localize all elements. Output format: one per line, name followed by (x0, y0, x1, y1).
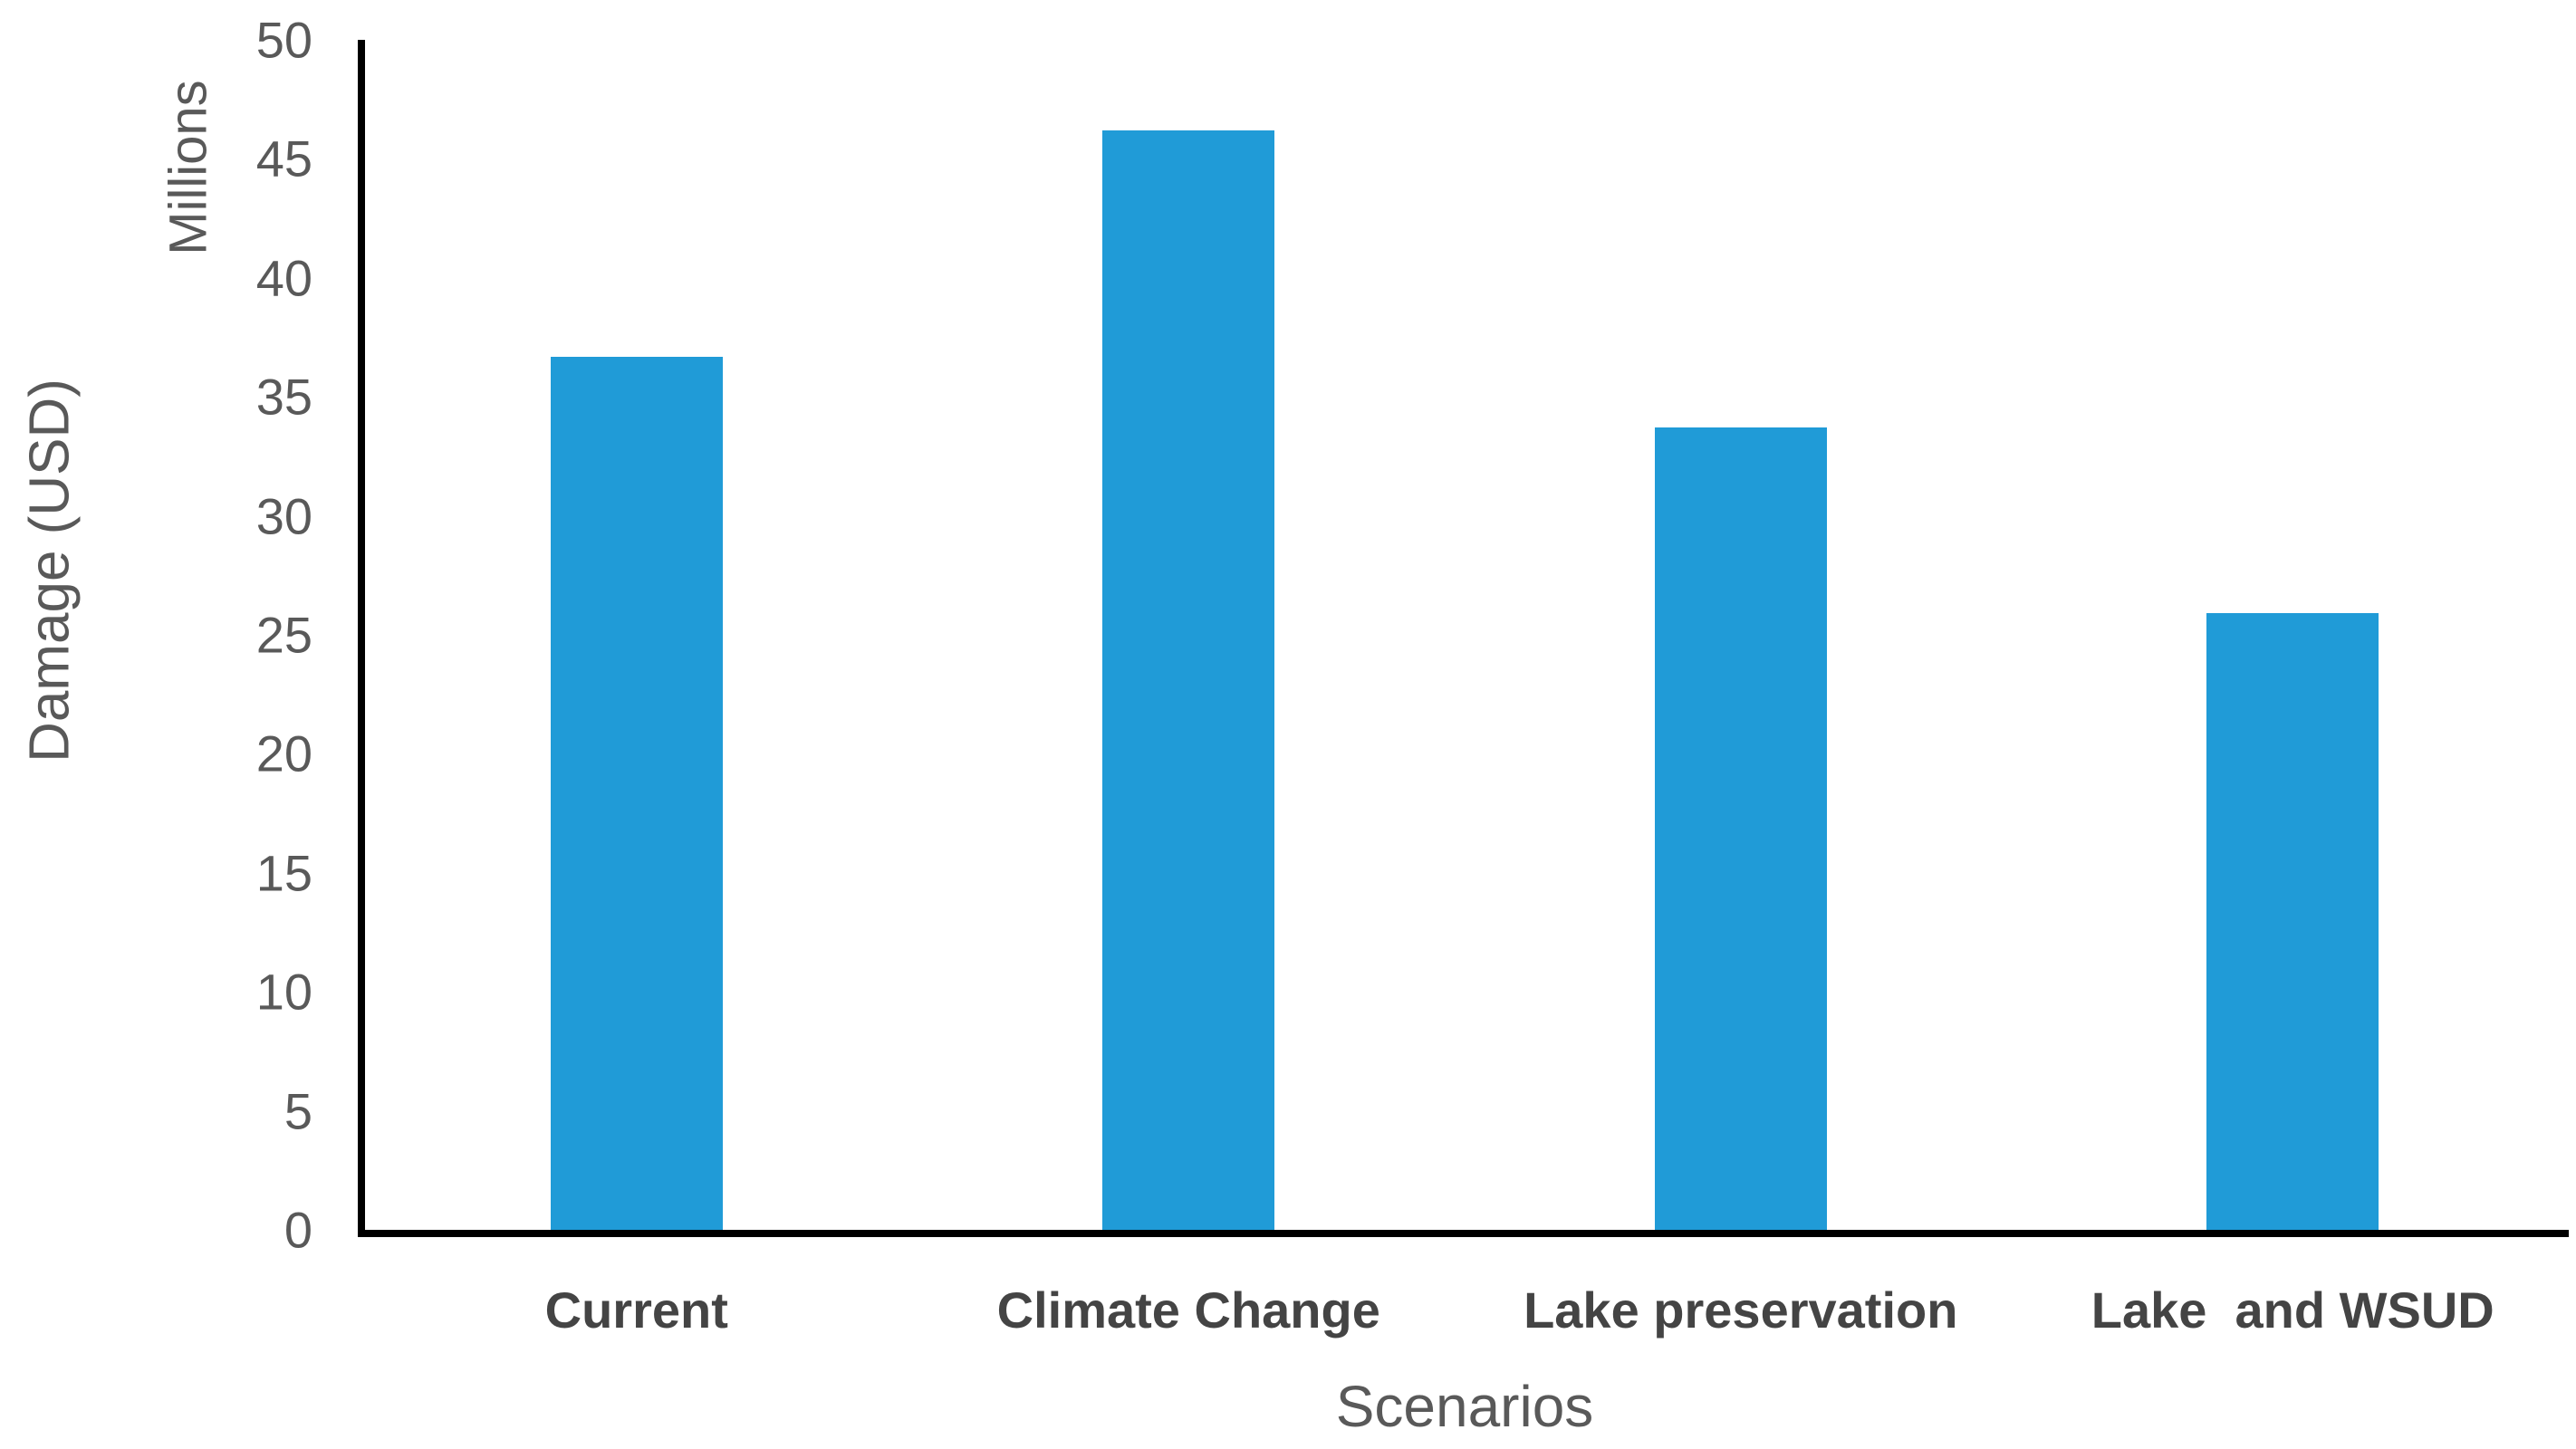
y-tick-label: 5 (284, 1082, 312, 1140)
y-tick-label: 30 (255, 487, 312, 545)
bar-current (550, 356, 723, 1230)
y-tick-label: 35 (255, 368, 312, 426)
y-tick-label: 15 (255, 844, 312, 902)
y-tick-label: 10 (255, 963, 312, 1021)
y-axis-tick-labels: 0 5 10 15 20 25 30 35 40 45 50 (0, 12, 340, 1259)
x-axis-category-labels: Current Climate Change Lake preservation La… (360, 1281, 2569, 1353)
x-axis-title: Scenarios (1335, 1374, 1594, 1439)
y-tick-label: 25 (255, 606, 312, 664)
y-tick-label: 45 (255, 130, 312, 187)
y-tick-label: 20 (255, 724, 312, 782)
bar-lake-preservation (1654, 427, 1827, 1230)
category-label: Current (544, 1281, 728, 1339)
y-tick-label: 40 (255, 249, 312, 307)
y-axis-line (358, 40, 365, 1237)
bar-climate-change (1102, 130, 1275, 1230)
x-axis-line (358, 1230, 2569, 1237)
plot-area (360, 40, 2569, 1230)
category-label: Climate Change (996, 1281, 1380, 1339)
y-tick-label: 50 (255, 11, 312, 69)
y-tick-label: 0 (284, 1201, 312, 1259)
category-label: Lake and WSUD (2091, 1281, 2494, 1339)
category-label: Lake preservation (1523, 1281, 1958, 1339)
bar-lake-and-wsud (2206, 613, 2379, 1230)
